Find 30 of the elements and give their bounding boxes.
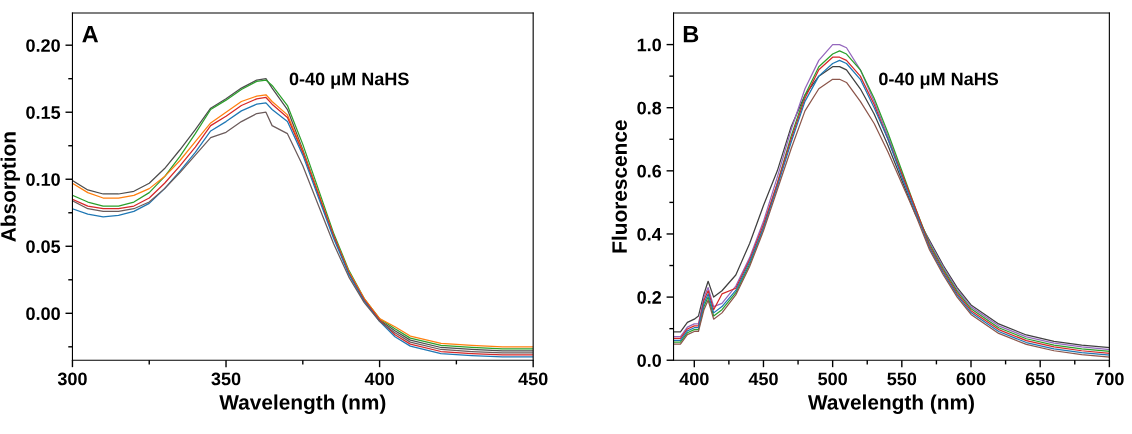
x-tick-label: 550 (887, 372, 917, 386)
annotation: A (82, 26, 99, 43)
x-tick-label: 450 (518, 372, 548, 386)
y-tick-label: 0.20 (26, 39, 60, 52)
y-axis-title: Fluorescence (611, 120, 627, 253)
x-tick-label: 700 (1095, 372, 1124, 386)
x-tick-label: 400 (679, 372, 709, 386)
y-tick-label: 0.0 (637, 354, 661, 367)
y-tick-label: 1.0 (637, 38, 661, 52)
y-tick-label: 0.10 (26, 173, 60, 186)
annotation: 0-40 μM NaHS (289, 72, 409, 89)
x-tick-label: 600 (956, 372, 986, 386)
y-tick-label: 0.6 (637, 164, 662, 178)
x-tick-label: 500 (818, 372, 847, 386)
x-tick-label: 300 (57, 372, 87, 386)
annotation: 0-40 μM NaHS (879, 72, 999, 89)
y-axis-title: Absorption (0, 132, 20, 242)
x-tick-label: 450 (748, 372, 778, 386)
x-axis-title: Wavelength (nm) (807, 394, 974, 414)
y-tick-label: 0.15 (26, 106, 61, 119)
y-tick-label: 0.8 (637, 101, 662, 115)
x-axis-title: Wavelength (nm) (219, 394, 386, 414)
y-tick-label: 0.2 (637, 291, 662, 304)
x-tick-label: 350 (211, 372, 241, 386)
y-tick-label: 0.4 (637, 227, 662, 241)
y-tick-label: 0.05 (26, 240, 61, 253)
x-tick-label: 400 (364, 372, 394, 386)
annotation: B (683, 26, 699, 43)
x-tick-label: 650 (1025, 372, 1055, 386)
y-tick-label: 0.00 (26, 307, 60, 321)
